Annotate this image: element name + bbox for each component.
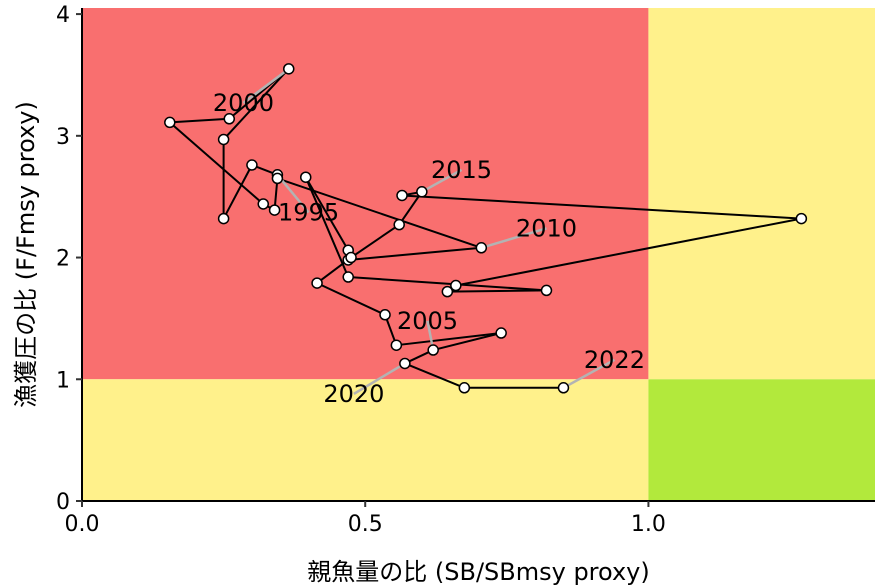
year-label: 1995 [278, 199, 339, 227]
data-point [345, 251, 357, 264]
trajectory-segment [401, 194, 802, 220]
leader-line [480, 227, 547, 250]
data-point [441, 285, 454, 298]
data-point [282, 63, 295, 75]
year-label: 2022 [584, 346, 645, 374]
x-tick-label: 0.5 [348, 512, 383, 537]
data-points [164, 63, 808, 394]
year-label: 2000 [213, 89, 274, 117]
zone-overfished-overfishing [82, 8, 649, 380]
data-point [246, 159, 258, 171]
zone-healthy-overfishing [648, 8, 875, 380]
y-tick-label: 1 [56, 368, 70, 393]
y-tick-label: 3 [56, 125, 70, 150]
data-point [458, 382, 471, 394]
trajectory-segment [222, 68, 290, 141]
trajectory-segment [396, 332, 502, 347]
trajectory [169, 68, 802, 389]
year-label: 2015 [431, 156, 492, 184]
data-point [217, 212, 230, 225]
trajectory-segment [447, 289, 547, 293]
leader-line [242, 67, 290, 104]
data-point [311, 277, 323, 289]
year-label: 2005 [397, 307, 458, 335]
data-point [399, 357, 411, 370]
trajectory-segment [304, 176, 350, 251]
trajectory-segment [398, 191, 423, 226]
data-point [557, 382, 570, 394]
data-point [299, 171, 312, 183]
data-point [257, 198, 270, 210]
data-point [495, 327, 507, 339]
data-point [379, 309, 391, 321]
x-tick-label: 1.0 [631, 512, 666, 537]
x-axis-title: 親魚量の比 (SB/SBmsy proxy) [307, 558, 649, 586]
trajectory-segment [304, 176, 350, 278]
data-point [393, 218, 405, 231]
year-label-leaders [242, 67, 616, 395]
zone-overfished-sustainable [82, 379, 649, 501]
year-labels: 1995 2000 2005 2010 2015 2020 2022 [213, 89, 645, 408]
leader-line [421, 168, 463, 193]
year-label: 2020 [323, 380, 384, 408]
leader-line [353, 362, 406, 395]
data-point [271, 172, 284, 185]
data-point [416, 186, 428, 198]
trajectory-segment [455, 217, 802, 287]
y-axis-title: 漁獲圧の比 (F/Fmsy proxy) [12, 101, 40, 408]
leader-line [276, 173, 310, 214]
data-point [427, 344, 439, 356]
y-tick-label: 0 [56, 490, 70, 515]
trajectory-segment [222, 164, 253, 220]
data-point [390, 339, 403, 351]
trajectory-segment [169, 121, 264, 205]
trajectory-segment [432, 332, 502, 352]
data-point [268, 204, 281, 216]
status-zones [82, 8, 875, 501]
trajectory-segment [404, 362, 465, 389]
leader-line [562, 358, 616, 389]
y-tick-label: 2 [56, 247, 70, 272]
data-point [396, 189, 408, 202]
data-point [450, 279, 462, 292]
data-point [223, 113, 236, 125]
trajectory-segment [348, 276, 547, 292]
trajectory-segment [316, 282, 386, 316]
data-point [795, 212, 808, 225]
trajectory-segment [350, 223, 400, 259]
year-label: 2010 [516, 214, 577, 242]
zone-healthy-sustainable [648, 379, 875, 501]
axes: 0 1 2 3 4 0.0 0.5 1.0 [56, 3, 875, 537]
data-point [164, 116, 176, 129]
y-tick-label: 4 [56, 3, 70, 28]
data-point [475, 242, 488, 254]
x-tick-label: 0.0 [65, 512, 100, 537]
data-point [342, 271, 354, 283]
trajectory-segment [169, 117, 230, 124]
data-point [540, 284, 553, 297]
trajectory-segment [348, 246, 482, 261]
data-point [217, 133, 230, 146]
